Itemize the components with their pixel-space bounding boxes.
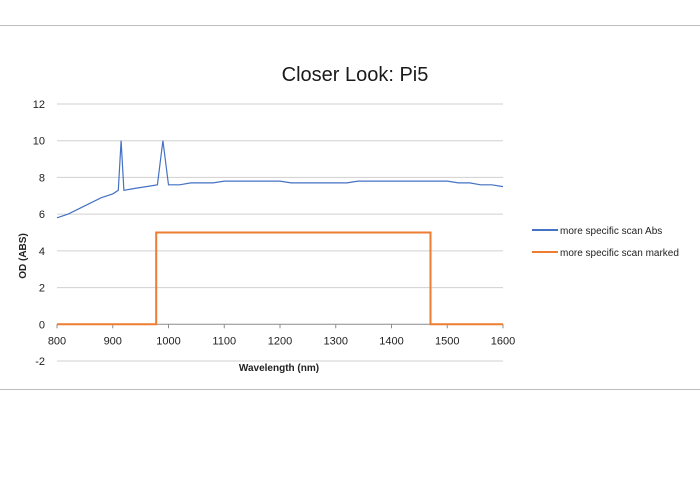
x-tick-label: 1200	[268, 335, 292, 347]
y-tick-label: 8	[39, 172, 45, 184]
y-axis-label: OD (ABS)	[18, 233, 29, 279]
x-tick-label: 1600	[491, 335, 515, 347]
y-tick-label: 6	[39, 209, 45, 221]
x-tick-label: 1100	[212, 335, 236, 347]
x-tick-label: 1500	[435, 335, 459, 347]
series-line-2	[57, 231, 503, 326]
legend: more specific scan Abs more specific scan…	[532, 226, 679, 259]
y-tick-label: -2	[35, 356, 45, 368]
x-tick-label: 900	[104, 335, 122, 347]
gridlines	[57, 103, 503, 362]
y-tick-label: 10	[33, 136, 45, 148]
axes: -2 0 2 4 6 8 10 12 800 900 1000 1100 1200 1300 1400 150…	[33, 99, 515, 368]
x-tick-label: 800	[48, 335, 66, 347]
series-line-1	[56, 140, 504, 219]
chart-title: Closer Look: Pi5	[282, 64, 429, 86]
x-tick-label: 1400	[379, 335, 403, 347]
y-tick-label: 2	[39, 283, 45, 295]
chart-svg: Closer Look: Pi5 -2 0 2 4 6 8 10 12 800 900 1000 11…	[18, 64, 679, 374]
x-tick-label: 1300	[324, 335, 348, 347]
legend-label-1: more specific scan Abs	[560, 226, 662, 237]
x-axis-label: Wavelength (nm)	[239, 363, 319, 374]
y-tick-label: 4	[39, 246, 45, 258]
x-tick-label: 1000	[156, 335, 180, 347]
chart-frame: Closer Look: Pi5 -2 0 2 4 6 8 10 12 800 900 1000 11…	[0, 25, 700, 390]
legend-label-2: more specific scan marked	[560, 248, 679, 259]
y-tick-label: 12	[33, 99, 45, 111]
series-layer	[56, 140, 504, 326]
y-tick-label: 0	[39, 319, 45, 331]
